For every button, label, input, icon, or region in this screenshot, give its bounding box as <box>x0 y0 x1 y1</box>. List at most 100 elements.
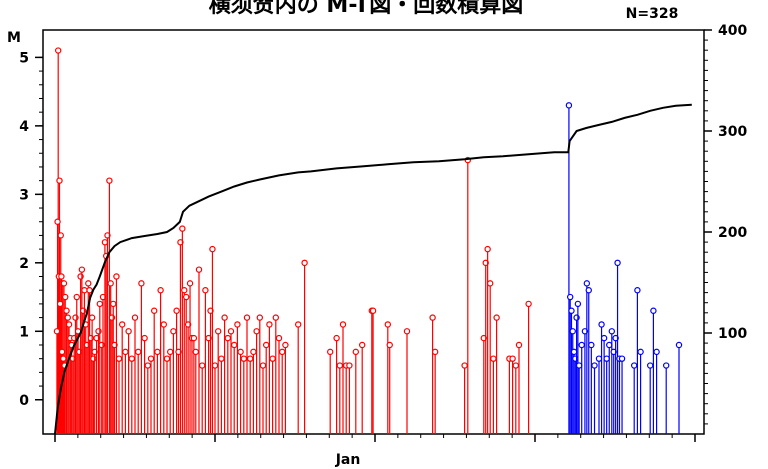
cumulative-count-line <box>54 103 692 435</box>
magnitude-marker <box>62 293 69 301</box>
magnitude-marker <box>282 341 289 349</box>
magnitude-marker <box>85 280 92 287</box>
y-tick-label-right: 100 <box>718 326 747 342</box>
magnitude-marker <box>525 300 532 308</box>
magnitude-marker <box>256 314 263 321</box>
magnitude-marker <box>567 293 574 301</box>
magnitude-marker <box>608 328 616 335</box>
magnitude-marker <box>359 341 366 349</box>
magnitude-marker <box>230 341 238 349</box>
magnitude-marker <box>512 362 520 369</box>
magnitude-marker <box>570 348 578 356</box>
magnitude-marker <box>54 218 61 225</box>
magnitude-marker <box>585 287 592 294</box>
magnitude-marker <box>111 341 118 349</box>
y-tick-label-left: 5 <box>19 50 29 66</box>
magnitude-marker <box>575 362 583 369</box>
magnitude-marker <box>598 321 605 328</box>
magnitude-marker <box>154 348 161 356</box>
magnitude-marker <box>56 300 64 308</box>
magnitude-marker <box>614 259 621 267</box>
event-count-label: N=328 <box>626 6 679 22</box>
magnitude-marker <box>110 300 117 308</box>
magnitude-marker <box>234 321 241 328</box>
y-axis-label-left: M <box>7 30 21 46</box>
magnitude-marker <box>221 314 228 321</box>
magnitude-marker <box>429 314 436 321</box>
magnitude-marker <box>295 321 302 328</box>
y-tick-label-left: 1 <box>19 324 29 340</box>
magnitude-marker <box>138 280 145 287</box>
magnitude-marker <box>565 102 573 109</box>
magnitude-marker <box>675 341 683 349</box>
magnitude-marker <box>637 348 644 356</box>
left-axis: 0 1 2 3 4 5 <box>19 50 43 409</box>
magnitude-marker <box>57 232 64 239</box>
magnitude-marker <box>166 348 174 356</box>
magnitude-marker <box>612 334 619 342</box>
magnitude-marker <box>93 334 100 342</box>
magnitude-marker <box>610 348 617 356</box>
magnitude-marker <box>88 314 96 321</box>
magnitude-marker <box>484 245 491 253</box>
magnitude-marker <box>259 362 267 369</box>
magnitude-marker <box>184 321 192 328</box>
magnitude-marker <box>211 362 219 369</box>
magnitude-marker <box>384 321 391 328</box>
magnitude-marker <box>218 355 225 362</box>
magnitude-marker <box>275 334 283 342</box>
magnitude-marker <box>246 355 254 362</box>
magnitude-marker <box>237 348 244 356</box>
magnitude-marker <box>253 328 260 335</box>
magnitude-marker <box>157 287 164 294</box>
magnitude-marker <box>198 362 206 369</box>
magnitude-marker <box>569 328 576 335</box>
magnitude-marker <box>403 328 411 335</box>
magnitude-marker <box>583 280 591 287</box>
magnitude-marker <box>595 355 603 362</box>
magnitude-marker <box>490 355 497 362</box>
magnitude-marker <box>606 341 613 349</box>
magnitude-marker <box>58 348 66 356</box>
magnitude-marker <box>618 355 626 362</box>
magnitude-marker <box>509 355 516 362</box>
magnitude-marker <box>175 348 182 356</box>
magnitude-marker <box>134 348 142 356</box>
magnitude-marker <box>205 334 212 342</box>
magnitude-marker <box>81 287 88 294</box>
y-tick-label-left: 3 <box>19 187 29 203</box>
magnitude-marker <box>181 287 188 294</box>
magnitude-marker <box>227 328 235 335</box>
magnitude-marker <box>431 348 439 356</box>
magnitude-marker <box>333 334 340 342</box>
magnitude-marker <box>53 328 61 335</box>
magnitude-marker <box>250 348 257 356</box>
magnitude-marker <box>209 245 216 253</box>
magnitude-marker <box>91 348 98 356</box>
magnitude-marker <box>115 355 123 362</box>
magnitude-marker <box>631 362 638 369</box>
magnitude-marker <box>207 307 214 314</box>
magnitude-marker <box>150 307 158 314</box>
magnitude-marker <box>60 280 68 287</box>
y-tick-label-right: 300 <box>718 124 747 140</box>
magnitude-marker <box>574 300 582 308</box>
magnitude-marker <box>64 314 72 321</box>
magnitude-marker <box>202 287 209 294</box>
magnitude-marker <box>269 355 276 362</box>
magnitude-marker <box>224 334 231 342</box>
magnitude-marker <box>663 362 670 369</box>
magnitude-marker <box>60 355 67 362</box>
magnitude-marker <box>647 362 654 369</box>
magnitude-marker <box>263 341 270 349</box>
magnitude-marker <box>352 348 359 356</box>
magnitude-marker <box>73 293 80 301</box>
magnitude-marker <box>336 362 343 369</box>
magnitude-marker <box>128 355 135 362</box>
magnitude-marker <box>591 362 598 369</box>
right-axis: 100 200 300 400 <box>704 23 747 425</box>
magnitude-marker <box>96 300 104 308</box>
y-tick-label-right: 200 <box>718 225 747 241</box>
magnitude-marker <box>568 307 575 314</box>
